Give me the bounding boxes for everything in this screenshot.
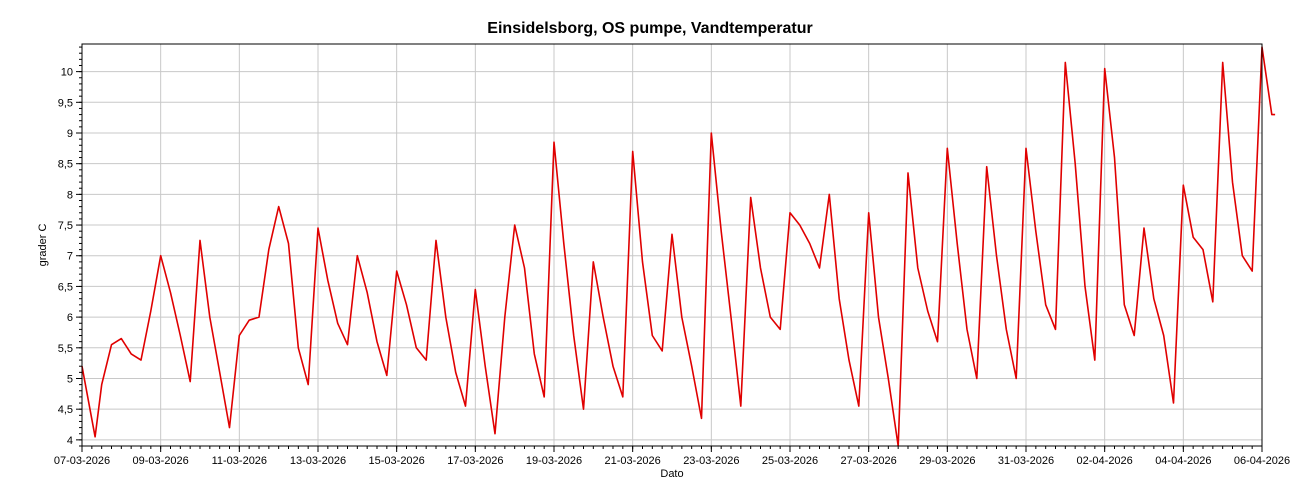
x-tick-label: 04-04-2026 (1155, 455, 1211, 467)
y-tick-label: 6 (67, 312, 73, 324)
plot-area (82, 44, 1262, 446)
x-tick-label: 23-03-2026 (683, 455, 739, 467)
series-line (81, 46, 1276, 447)
y-tick-label: 8,5 (58, 159, 73, 171)
y-axis-label: grader C (37, 224, 49, 267)
y-tick-label: 10 (61, 67, 73, 79)
x-tick-label: 31-03-2026 (998, 455, 1054, 467)
x-axis: 07-03-2026 09-03-2026 11-03-2026 13-03-2026… (54, 446, 1290, 467)
x-tick-label: 02-04-2026 (1077, 455, 1133, 467)
x-tick-label: 15-03-2026 (369, 455, 425, 467)
y-tick-label: 4,5 (58, 404, 73, 416)
plot-border (81, 43, 1263, 447)
x-tick-label: 17-03-2026 (447, 455, 503, 467)
x-tick-label: 27-03-2026 (841, 455, 897, 467)
x-tick-label: 29-03-2026 (919, 455, 975, 467)
y-tick-label: 5,5 (58, 343, 73, 355)
y-tick-label: 5 (67, 373, 73, 385)
chart-title: Einsidelsborg, OS pumpe, Vandtemperatur (487, 20, 813, 37)
y-tick-label: 4 (67, 435, 73, 447)
x-tick-label: 21-03-2026 (605, 455, 661, 467)
y-tick-label: 6,5 (58, 281, 73, 293)
y-tick-label: 7,5 (58, 220, 73, 232)
x-tick-label: 07-03-2026 (54, 455, 110, 467)
x-tick-label: 13-03-2026 (290, 455, 346, 467)
x-tick-label: 25-03-2026 (762, 455, 818, 467)
y-tick-label: 9,5 (58, 97, 73, 109)
y-axis: 4 4,5 5 5,5 6 6,5 7 7,5 8 8,5 9 9,5 10 (58, 46, 82, 447)
x-axis-label: Dato (660, 468, 683, 480)
y-tick-label: 9 (67, 128, 73, 140)
y-tick-label: 7 (67, 251, 73, 263)
x-tick-label: 09-03-2026 (133, 455, 189, 467)
x-tick-label: 06-04-2026 (1234, 455, 1290, 467)
x-tick-label: 19-03-2026 (526, 455, 582, 467)
x-tick-label: 11-03-2026 (212, 455, 267, 467)
y-tick-label: 8 (67, 189, 73, 201)
